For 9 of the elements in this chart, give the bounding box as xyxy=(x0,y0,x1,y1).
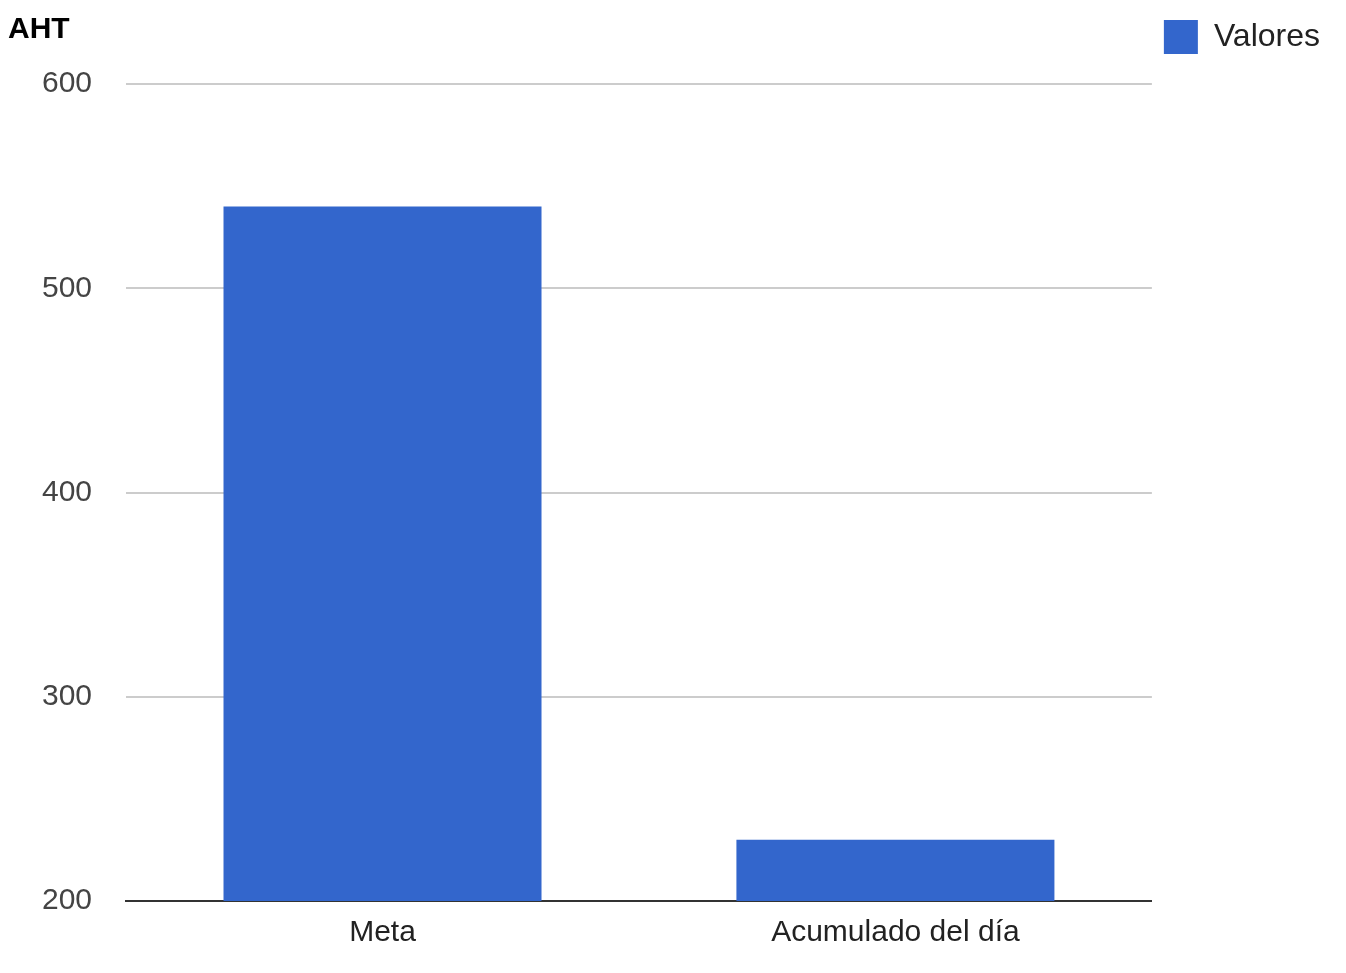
y-tick-label: 200 xyxy=(41,882,93,916)
x-tick-label: Meta xyxy=(349,914,417,948)
legend-label: Valores xyxy=(1213,16,1320,53)
y-tick-label: 400 xyxy=(41,473,93,507)
y-tick-label: 300 xyxy=(41,678,93,712)
chart-title: AHT xyxy=(8,11,70,45)
y-tick-label: 600 xyxy=(41,65,93,99)
y-tick-label: 500 xyxy=(41,269,93,303)
x-tick-label: Acumulado del día xyxy=(771,914,1020,948)
